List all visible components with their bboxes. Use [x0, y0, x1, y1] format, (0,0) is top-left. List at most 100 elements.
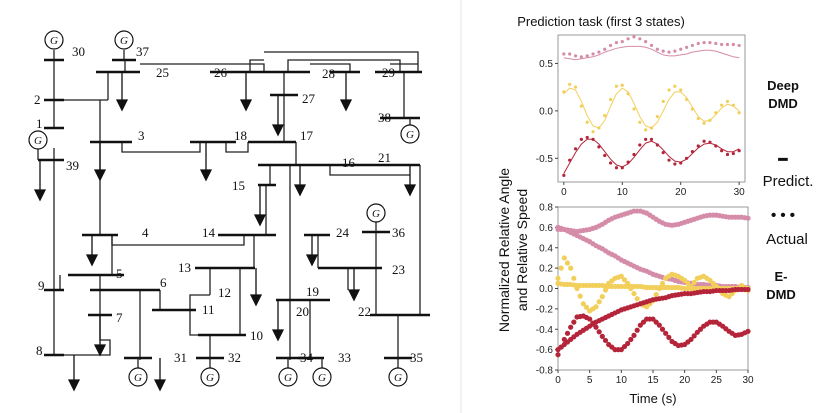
data-point [591, 130, 595, 134]
data-point [593, 304, 599, 310]
data-point [621, 277, 628, 283]
y-tick-label: 0.4 [539, 243, 553, 254]
bus-label-34: 34 [300, 350, 314, 365]
data-point [632, 35, 636, 39]
svg-text:G: G [372, 208, 380, 220]
x-tick-label: 30 [734, 187, 746, 198]
generator-icon: G [28, 130, 48, 150]
data-point [731, 151, 735, 156]
deep-dmd-label-line2: DMD [768, 96, 798, 111]
bus-label-9: 9 [38, 278, 45, 293]
data-point [562, 52, 566, 56]
svg-text:G: G [318, 372, 326, 384]
y-tick-label: -0.4 [536, 325, 554, 336]
data-point [725, 42, 730, 47]
data-point [702, 40, 706, 45]
y-tick-label: 0.2 [539, 264, 553, 275]
x-tick-label: 10 [616, 375, 628, 386]
bus-label-30: 30 [72, 44, 85, 59]
data-point [608, 161, 613, 165]
y-tick-label: -0.8 [536, 366, 554, 377]
data-point [644, 137, 648, 141]
data-point [631, 290, 637, 297]
bus-label-4: 4 [142, 225, 149, 240]
loads [33, 72, 417, 392]
svg-text:G: G [50, 35, 58, 47]
edmd-label-line2: DMD [766, 287, 796, 302]
data-point [632, 107, 636, 111]
data-point [603, 114, 607, 118]
svg-text:G: G [34, 135, 42, 147]
data-point [667, 50, 671, 54]
data-point [702, 121, 706, 125]
data-point [568, 265, 574, 271]
svg-text:G: G [406, 129, 414, 141]
bus-label-19: 19 [306, 284, 319, 299]
data-point [628, 336, 634, 343]
bus-label-31: 31 [174, 350, 187, 365]
bus-label-5: 5 [116, 266, 123, 281]
bus-label-38: 38 [378, 110, 391, 125]
prediction-figure: Prediction task (first 3 states) Normali… [465, 0, 830, 413]
data-point [614, 84, 619, 88]
data-point [667, 158, 671, 162]
data-point [745, 286, 751, 293]
bus-label-10: 10 [250, 328, 263, 343]
data-point [667, 88, 671, 92]
generator-icon: G [128, 367, 148, 387]
data-point [638, 143, 642, 147]
data-point [583, 304, 590, 310]
x-tick-label: 10 [617, 187, 629, 198]
data-point [653, 292, 659, 298]
data-point [684, 45, 689, 49]
svg-text:G: G [134, 372, 142, 384]
data-point [649, 43, 654, 48]
top-chart-title: Prediction task (first 3 states) [517, 14, 685, 29]
data-point [673, 84, 677, 88]
generator-icon: G [200, 367, 220, 387]
bus-label-22: 22 [358, 304, 371, 319]
deep-dmd-chart: 0 10 20 30 0.5 0.0 -0.5 [536, 34, 746, 198]
data-point [599, 294, 605, 300]
data-point [625, 340, 631, 347]
bus-label-39: 39 [66, 158, 79, 173]
data-point [587, 316, 593, 322]
x-tick-label: 0 [555, 375, 561, 386]
y-tick-label: 0.0 [539, 106, 553, 117]
data-point [564, 260, 571, 266]
data-point [725, 152, 730, 157]
data-point [577, 293, 583, 299]
data-point [631, 332, 637, 338]
data-point [659, 326, 666, 332]
data-point [561, 255, 567, 261]
data-point [720, 42, 724, 47]
y-tick-label: -0.6 [536, 345, 554, 356]
data-point [644, 128, 648, 132]
svg-text:and Relative Speed: and Relative Speed [514, 189, 530, 311]
data-point [597, 50, 601, 54]
data-point [558, 265, 564, 271]
data-point [585, 135, 589, 140]
data-point [696, 144, 700, 148]
bus-label-35: 35 [410, 350, 423, 365]
bus-label-1: 1 [36, 116, 43, 131]
data-point [596, 299, 602, 305]
data-point [634, 327, 640, 333]
data-point [673, 49, 677, 53]
x-tick-label: 20 [675, 187, 687, 198]
generator-icon: G [388, 367, 408, 387]
data-point [603, 47, 607, 51]
generator-icon: G [400, 124, 420, 144]
y-tick-label: 0.5 [539, 59, 553, 70]
data-point [585, 54, 589, 58]
data-point [634, 296, 640, 302]
y-tick-label: -0.5 [536, 154, 554, 165]
y-tick-label: 0.6 [539, 223, 553, 234]
buses [38, 58, 430, 360]
data-point [597, 145, 601, 149]
y-tick-label: 0.8 [539, 203, 553, 214]
data-point [620, 83, 624, 87]
bus-label-15: 15 [232, 178, 245, 193]
data-point [555, 275, 561, 281]
x-tick-label: 0 [561, 187, 567, 198]
